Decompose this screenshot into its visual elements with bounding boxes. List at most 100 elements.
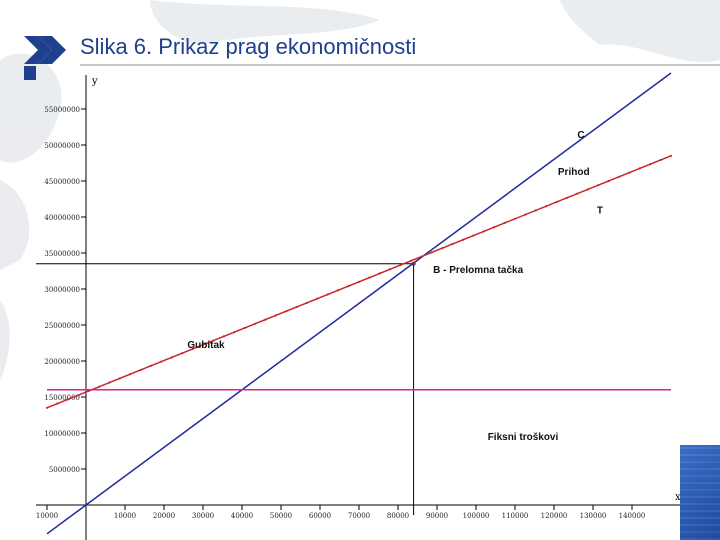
revenue-point bbox=[295, 305, 298, 309]
y-tick-label: 40000000 bbox=[44, 214, 80, 222]
x-tick-label: 100000 bbox=[463, 512, 490, 520]
revenue-point bbox=[45, 406, 49, 409]
revenue-point bbox=[451, 242, 454, 246]
y-tick-label: 55000000 bbox=[44, 106, 80, 114]
series-group bbox=[45, 72, 673, 535]
revenue-point bbox=[97, 385, 101, 388]
y-tick-label: 25000000 bbox=[44, 322, 80, 330]
revenue-point bbox=[305, 301, 309, 304]
revenue-point bbox=[233, 331, 236, 334]
revenue-point bbox=[409, 259, 413, 262]
revenue-point bbox=[638, 167, 641, 170]
logo-chevrons bbox=[22, 34, 70, 87]
revenue-point bbox=[368, 276, 371, 279]
revenue-point bbox=[326, 293, 329, 296]
slide-title: Slika 6. Prikaz prag ekonomičnosti bbox=[80, 34, 417, 59]
revenue-point bbox=[472, 234, 475, 237]
revenue-point bbox=[524, 213, 527, 216]
revenue-point bbox=[253, 322, 257, 325]
x-tick-label: 40000 bbox=[231, 512, 253, 520]
break-even-point bbox=[411, 261, 416, 266]
x-tick-label: 10000 bbox=[36, 512, 58, 520]
x-tick-label: 60000 bbox=[309, 512, 331, 520]
revenue-point bbox=[441, 247, 444, 250]
x-tick-label: 110000 bbox=[502, 512, 529, 520]
revenue-point bbox=[139, 368, 142, 372]
revenue-point bbox=[337, 289, 340, 292]
revenue-point bbox=[617, 175, 621, 178]
revenue-point bbox=[160, 360, 163, 363]
annotation-label: C bbox=[577, 130, 584, 141]
x-tick-label: 50000 bbox=[270, 512, 292, 520]
revenue-point bbox=[243, 326, 246, 330]
x-tick-label: 80000 bbox=[387, 512, 409, 520]
x-tick-label: 120000 bbox=[541, 512, 568, 520]
y-axis-label: y bbox=[91, 76, 98, 87]
revenue-point bbox=[659, 158, 662, 162]
x-tick-label: 140000 bbox=[619, 512, 646, 520]
revenue-point bbox=[482, 230, 485, 233]
corner-decoration bbox=[680, 445, 720, 540]
revenue-point bbox=[545, 205, 548, 208]
y-tick-label: 20000000 bbox=[44, 358, 80, 366]
revenue-point bbox=[129, 373, 132, 376]
x-tick-label: 70000 bbox=[348, 512, 370, 520]
revenue-point bbox=[285, 310, 288, 313]
revenue-point bbox=[170, 356, 173, 359]
revenue-point bbox=[357, 280, 361, 283]
revenue-point bbox=[628, 171, 631, 174]
x-tick-label: 10000 bbox=[114, 512, 136, 520]
revenue-point bbox=[565, 196, 569, 199]
revenue-point bbox=[181, 352, 184, 355]
y-tick-label: 30000000 bbox=[44, 286, 80, 294]
annotation-label: B - Prelomna tačka bbox=[433, 265, 523, 276]
revenue-point bbox=[513, 217, 517, 220]
title-divider bbox=[80, 64, 720, 66]
y-tick-label: 15000000 bbox=[44, 394, 80, 402]
y-tick-label: 10000000 bbox=[44, 430, 80, 438]
y-tick-label: 50000000 bbox=[44, 142, 80, 150]
revenue-point bbox=[191, 347, 194, 351]
annotation-label: Gubitak bbox=[187, 340, 225, 351]
x-tick-label: 20000 bbox=[153, 512, 175, 520]
revenue-point bbox=[264, 318, 267, 321]
revenue-point bbox=[222, 335, 225, 338]
revenue-point bbox=[316, 297, 319, 300]
corner-decoration-stripes bbox=[680, 445, 720, 540]
revenue-point bbox=[149, 364, 153, 367]
revenue-point bbox=[669, 154, 673, 157]
revenue-point bbox=[274, 314, 277, 317]
annotation-label: Fiksni troškovi bbox=[488, 432, 559, 443]
revenue-point bbox=[534, 209, 537, 212]
revenue-point bbox=[399, 263, 402, 267]
revenue-point bbox=[66, 398, 69, 401]
x-tick-label: 130000 bbox=[580, 512, 607, 520]
x-tick-label: 30000 bbox=[192, 512, 214, 520]
y-tick-label: 45000000 bbox=[44, 178, 80, 186]
revenue-point bbox=[649, 163, 652, 166]
revenue-point bbox=[607, 179, 610, 183]
revenue-point bbox=[118, 377, 121, 380]
annotation-label: Prihod bbox=[558, 167, 590, 178]
y-tick-label: 35000000 bbox=[44, 250, 80, 258]
revenue-point bbox=[77, 394, 80, 397]
y-tick-label: 5000000 bbox=[49, 466, 80, 474]
revenue-point bbox=[461, 238, 465, 241]
x-axis-label: x bbox=[675, 492, 681, 503]
revenue-point bbox=[503, 221, 506, 225]
revenue-point bbox=[201, 343, 205, 346]
revenue-point bbox=[389, 268, 392, 271]
annotation-label: T bbox=[597, 205, 603, 216]
x-tick-label: 90000 bbox=[426, 512, 448, 520]
revenue-point bbox=[555, 200, 558, 204]
revenue-point bbox=[430, 251, 433, 254]
series-line-cost bbox=[46, 72, 672, 535]
revenue-point bbox=[597, 184, 600, 187]
revenue-point bbox=[576, 192, 579, 195]
revenue-point bbox=[378, 272, 381, 275]
revenue-point bbox=[493, 226, 496, 229]
revenue-point bbox=[586, 188, 589, 191]
revenue-point bbox=[420, 255, 423, 258]
